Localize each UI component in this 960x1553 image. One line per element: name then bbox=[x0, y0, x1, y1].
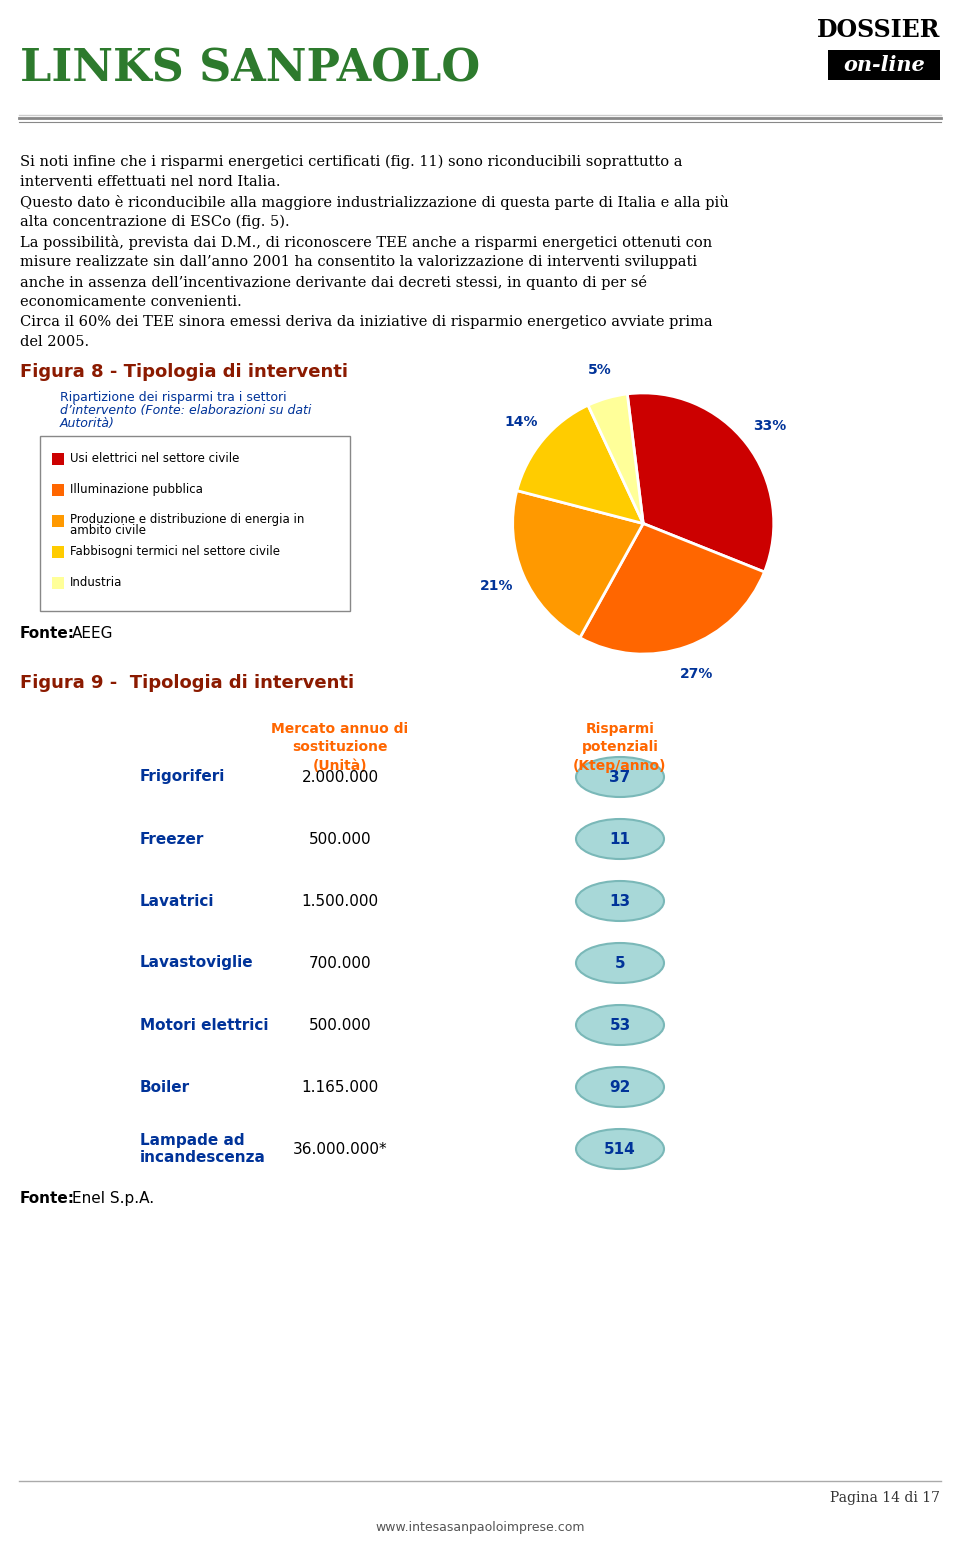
Bar bbox=[40, 436, 350, 610]
Text: La possibilità, prevista dai D.M., di riconoscere TEE anche a risparmi energetic: La possibilità, prevista dai D.M., di ri… bbox=[20, 235, 712, 250]
Ellipse shape bbox=[576, 818, 664, 859]
Text: Enel S.p.A.: Enel S.p.A. bbox=[72, 1191, 155, 1207]
Text: Industria: Industria bbox=[70, 576, 122, 589]
Text: 5: 5 bbox=[614, 955, 625, 971]
Ellipse shape bbox=[576, 943, 664, 983]
Text: economicamente convenienti.: economicamente convenienti. bbox=[20, 295, 242, 309]
Text: on-line: on-line bbox=[843, 54, 924, 75]
Text: 2.000.000: 2.000.000 bbox=[301, 769, 378, 784]
Text: 21%: 21% bbox=[480, 579, 514, 593]
Text: anche in assenza dell’incentivazione derivante dai decreti stessi, in quanto di : anche in assenza dell’incentivazione der… bbox=[20, 275, 647, 290]
Text: 37: 37 bbox=[610, 769, 631, 784]
Text: Mercato annuo di
sostituzione
(Unità): Mercato annuo di sostituzione (Unità) bbox=[272, 722, 409, 773]
Text: misure realizzate sin dall’anno 2001 ha consentito la valorizzazione di interven: misure realizzate sin dall’anno 2001 ha … bbox=[20, 255, 697, 269]
Text: 27%: 27% bbox=[680, 666, 713, 680]
Text: Circa il 60% dei TEE sinora emessi deriva da iniziative di risparmio energetico : Circa il 60% dei TEE sinora emessi deriv… bbox=[20, 315, 712, 329]
Text: Ripartizione dei risparmi tra i settori: Ripartizione dei risparmi tra i settori bbox=[60, 391, 287, 404]
Bar bbox=[52, 453, 64, 464]
Text: Risparmi
potenziali
(Ktep/anno): Risparmi potenziali (Ktep/anno) bbox=[573, 722, 667, 773]
Text: Questo dato è riconducibile alla maggiore industrializzazione di questa parte di: Questo dato è riconducibile alla maggior… bbox=[20, 196, 729, 210]
Bar bbox=[52, 578, 64, 589]
Text: Si noti infine che i risparmi energetici certificati (fig. 11) sono riconducibil: Si noti infine che i risparmi energetici… bbox=[20, 155, 683, 169]
Text: Fonte:: Fonte: bbox=[20, 626, 75, 641]
Text: 11: 11 bbox=[610, 831, 631, 846]
Ellipse shape bbox=[576, 756, 664, 797]
Text: d’intervento (Fonte: elaborazioni su dati: d’intervento (Fonte: elaborazioni su dat… bbox=[60, 404, 311, 418]
Text: Fabbisogni termici nel settore civile: Fabbisogni termici nel settore civile bbox=[70, 545, 280, 558]
Wedge shape bbox=[513, 491, 643, 638]
Text: Figura 8 - Tipologia di interventi: Figura 8 - Tipologia di interventi bbox=[20, 363, 348, 380]
Text: Motori elettrici: Motori elettrici bbox=[140, 1017, 269, 1033]
Text: 92: 92 bbox=[610, 1079, 631, 1095]
Text: DOSSIER: DOSSIER bbox=[817, 19, 940, 42]
Text: Pagina 14 di 17: Pagina 14 di 17 bbox=[830, 1491, 940, 1505]
Ellipse shape bbox=[576, 1005, 664, 1045]
Text: 36.000.000*: 36.000.000* bbox=[293, 1141, 387, 1157]
Text: Boiler: Boiler bbox=[140, 1079, 190, 1095]
Text: Produzione e distribuzione di energia in: Produzione e distribuzione di energia in bbox=[70, 514, 304, 526]
Bar bbox=[52, 516, 64, 526]
Text: 500.000: 500.000 bbox=[309, 831, 372, 846]
Text: alta concentrazione di ESCo (fig. 5).: alta concentrazione di ESCo (fig. 5). bbox=[20, 214, 290, 230]
Text: 13: 13 bbox=[610, 893, 631, 909]
Text: incandescenza: incandescenza bbox=[140, 1149, 266, 1165]
Text: 500.000: 500.000 bbox=[309, 1017, 372, 1033]
Text: 5%: 5% bbox=[588, 363, 612, 377]
Ellipse shape bbox=[576, 1129, 664, 1169]
Wedge shape bbox=[580, 523, 764, 654]
Text: 33%: 33% bbox=[753, 419, 786, 433]
Text: LINKS SANPAOLO: LINKS SANPAOLO bbox=[20, 48, 480, 92]
Text: www.intesasanpaoloimprese.com: www.intesasanpaoloimprese.com bbox=[375, 1522, 585, 1534]
Bar bbox=[52, 547, 64, 558]
Text: Lampade ad: Lampade ad bbox=[140, 1134, 245, 1149]
Text: interventi effettuati nel nord Italia.: interventi effettuati nel nord Italia. bbox=[20, 175, 280, 189]
Text: ambito civile: ambito civile bbox=[70, 525, 146, 537]
Ellipse shape bbox=[576, 1067, 664, 1107]
Text: Autorità): Autorità) bbox=[60, 418, 115, 430]
Text: del 2005.: del 2005. bbox=[20, 335, 89, 349]
Text: 700.000: 700.000 bbox=[309, 955, 372, 971]
Text: 53: 53 bbox=[610, 1017, 631, 1033]
Wedge shape bbox=[627, 393, 774, 572]
Text: Illuminazione pubblica: Illuminazione pubblica bbox=[70, 483, 203, 495]
Text: Frigoriferi: Frigoriferi bbox=[140, 769, 226, 784]
Text: Usi elettrici nel settore civile: Usi elettrici nel settore civile bbox=[70, 452, 239, 464]
Text: Lavastoviglie: Lavastoviglie bbox=[140, 955, 253, 971]
Bar bbox=[828, 50, 940, 81]
Text: 1.500.000: 1.500.000 bbox=[301, 893, 378, 909]
Text: Figura 9 -  Tipologia di interventi: Figura 9 - Tipologia di interventi bbox=[20, 674, 354, 693]
Text: Freezer: Freezer bbox=[140, 831, 204, 846]
Text: 1.165.000: 1.165.000 bbox=[301, 1079, 378, 1095]
Text: 514: 514 bbox=[604, 1141, 636, 1157]
Bar bbox=[52, 485, 64, 495]
Wedge shape bbox=[516, 405, 643, 523]
Text: Fonte:: Fonte: bbox=[20, 1191, 75, 1207]
Wedge shape bbox=[588, 394, 643, 523]
Text: Lavatrici: Lavatrici bbox=[140, 893, 214, 909]
Text: AEEG: AEEG bbox=[72, 626, 113, 641]
Text: 14%: 14% bbox=[504, 415, 538, 429]
Ellipse shape bbox=[576, 881, 664, 921]
